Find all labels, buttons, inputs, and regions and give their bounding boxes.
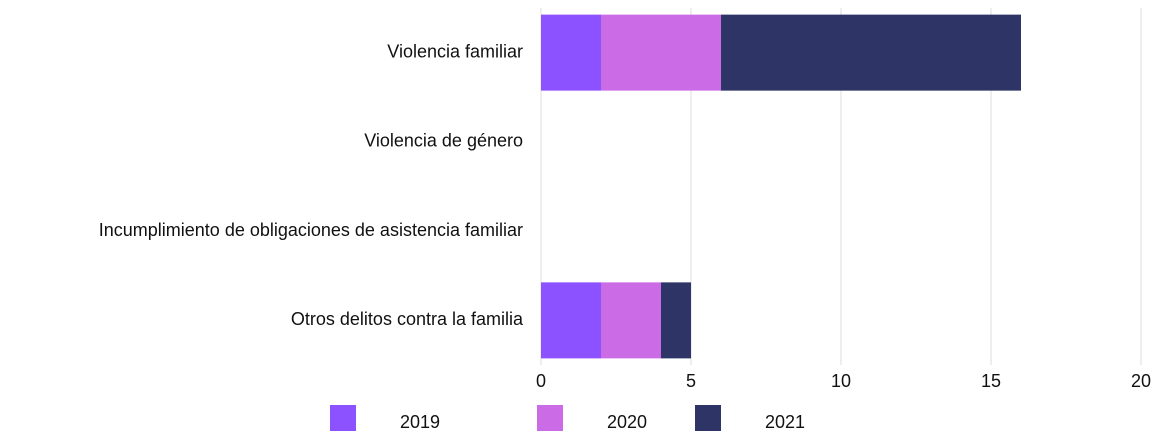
- bar-segment: [541, 282, 601, 359]
- legend-swatch: [537, 405, 563, 431]
- bar-segment: [541, 14, 601, 91]
- legend-swatch: [695, 405, 721, 431]
- x-tick-label: 20: [1131, 371, 1151, 391]
- y-tick-label: Violencia familiar: [387, 41, 523, 61]
- y-tick-label: Violencia de género: [364, 131, 523, 151]
- x-tick-label: 15: [981, 371, 1001, 391]
- y-tick-label: Otros delitos contra la familia: [291, 309, 524, 329]
- y-tick-label: Incumplimiento de obligaciones de asiste…: [99, 220, 523, 240]
- bar-segment: [601, 14, 721, 91]
- x-tick-label: 10: [831, 371, 851, 391]
- x-tick-label: 5: [686, 371, 696, 391]
- bar-segment: [721, 14, 1021, 91]
- legend-label: 2019: [400, 412, 440, 432]
- bar-segment: [661, 282, 691, 359]
- legend-swatch: [330, 405, 356, 431]
- bar-segment: [601, 282, 661, 359]
- legend-label: 2020: [607, 412, 647, 432]
- x-tick-label: 0: [536, 371, 546, 391]
- legend-label: 2021: [765, 412, 805, 432]
